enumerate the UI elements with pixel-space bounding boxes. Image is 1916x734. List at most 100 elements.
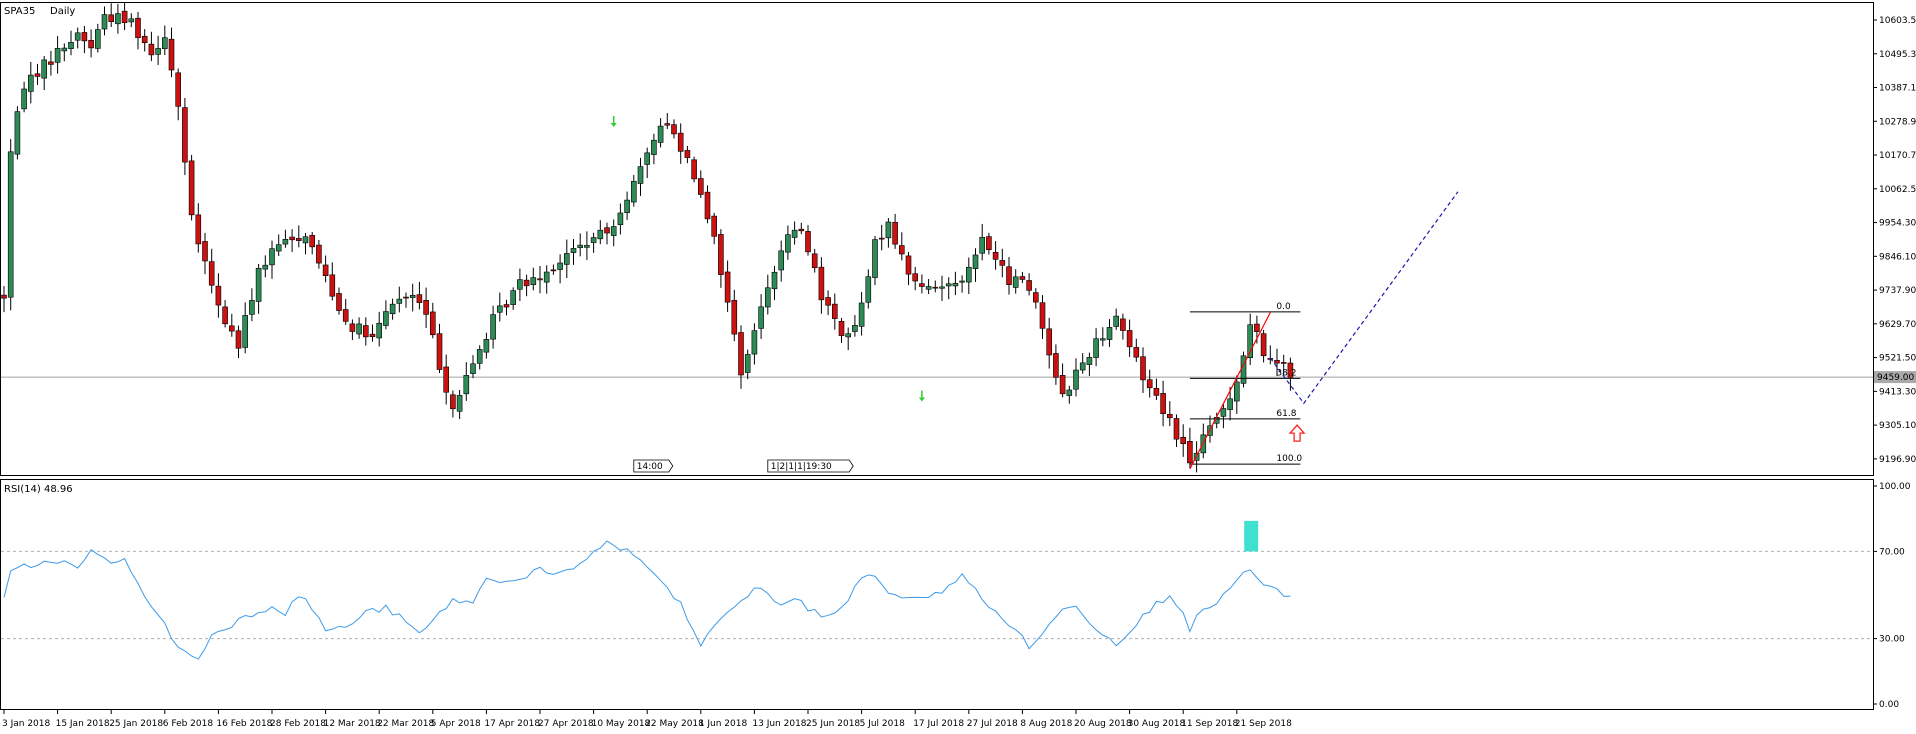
candle-body-27	[182, 107, 188, 163]
candle-body-128	[858, 302, 865, 327]
time-label-15: 25 Jun 2018	[806, 719, 860, 729]
candle-body-186	[1247, 324, 1253, 359]
candle-body-108	[724, 271, 731, 303]
candle-body-54	[362, 325, 369, 338]
candle-body-23	[155, 48, 161, 55]
candle-body-48	[322, 264, 329, 277]
candle-body-164	[1100, 338, 1106, 341]
candle-body-83	[557, 262, 563, 270]
candle-body-84	[563, 253, 570, 265]
candle-body-79	[530, 277, 537, 286]
candle-body-127	[852, 325, 858, 332]
candle-body-101	[677, 132, 684, 152]
candle-body-92	[617, 212, 624, 226]
price-pane[interactable]	[0, 2, 1874, 476]
candle-body-85	[570, 248, 577, 253]
candle-body-62	[416, 294, 423, 303]
current-price-box	[1874, 371, 1916, 384]
rsi-axis: 100.00 70.00 30.00 0.00	[1, 482, 1911, 710]
candle-body-28	[188, 160, 195, 216]
candle-body-44	[295, 238, 302, 241]
rsi-tick-label-2: 30.00	[1879, 635, 1905, 645]
candle-body-113	[758, 306, 764, 329]
time-label-6: 12 Mar 2018	[324, 719, 381, 729]
candle-body-75	[503, 304, 510, 308]
candle-body-111	[744, 354, 751, 373]
candle-body-112	[751, 330, 758, 355]
candle-body-24	[162, 37, 168, 50]
time-marker-1: 1|2|1|1|19:30	[771, 462, 832, 472]
candle-body-95	[637, 166, 644, 184]
candle-body-12	[81, 32, 88, 42]
rsi-tick-label-3: 0.00	[1879, 700, 1899, 710]
candle-body-65	[436, 333, 443, 370]
candle-body-182	[1220, 408, 1227, 417]
candle-body-16	[108, 14, 114, 22]
candle-body-45	[302, 236, 309, 244]
candle-body-156	[1046, 328, 1052, 356]
candle-body-139	[932, 286, 939, 289]
candle-body-22	[148, 43, 155, 56]
candle-body-107	[718, 234, 724, 275]
candle-body-77	[517, 279, 523, 290]
candle-body-21	[141, 35, 148, 44]
candle-body-66	[443, 366, 450, 393]
time-label-3: 6 Feb 2018	[163, 719, 214, 729]
candle-body-132	[885, 221, 892, 239]
candle-body-105	[704, 191, 711, 220]
signal-arrow-up	[1288, 424, 1306, 442]
candle-body-171	[1146, 379, 1153, 389]
candle-body-86	[577, 244, 584, 248]
candle-body-168	[1126, 330, 1133, 348]
candle-body-153	[1026, 280, 1032, 291]
fib-label-0: 0.0	[1276, 302, 1291, 312]
candle-body-57	[383, 311, 389, 326]
candle-body-150	[1006, 266, 1012, 285]
candle-body-3	[21, 88, 27, 110]
candle-body-8	[54, 48, 61, 63]
candle-body-47	[316, 244, 322, 264]
candle-body-18	[121, 10, 128, 23]
candle-body-110	[738, 332, 744, 376]
time-label-5: 28 Feb 2018	[270, 719, 326, 729]
price-tick-label-4: 10170.70	[1879, 151, 1916, 161]
rsi-pane[interactable]	[0, 479, 1874, 710]
rsi-marker-box	[1244, 520, 1259, 552]
candle-body-10	[68, 42, 74, 50]
time-label-21: 30 Aug 2018	[1128, 719, 1186, 729]
candle-body-20	[135, 17, 141, 39]
candle-body-0	[1, 294, 7, 299]
candle-body-96	[644, 152, 651, 165]
candle-body-175	[1173, 418, 1180, 440]
candle-body-11	[74, 32, 81, 41]
candle-body-90	[604, 227, 610, 234]
candle-body-5	[34, 73, 41, 77]
candle-body-159	[1066, 389, 1073, 396]
price-tick-label-11: 9413.30	[1879, 387, 1916, 397]
candle-body-80	[537, 278, 543, 281]
time-label-1: 15 Jan 2018	[56, 719, 110, 729]
candle-body-72	[483, 339, 490, 353]
candle-body-147	[986, 236, 992, 250]
candle-body-29	[195, 214, 202, 245]
candle-body-170	[1140, 356, 1146, 381]
candle-body-68	[456, 395, 463, 412]
time-label-14: 13 Jun 2018	[752, 719, 806, 729]
candle-body-87	[584, 245, 590, 248]
time-axis: 3 Jan 2018 15 Jan 2018 25 Jan 2018 6 Feb 20…	[2, 710, 1292, 729]
candle-body-32	[215, 285, 222, 306]
candle-body-109	[731, 299, 738, 335]
price-tick-label-2: 10387.10	[1879, 84, 1916, 94]
fib-label-2: 61.8	[1276, 409, 1296, 419]
pattern-arrow-head-1	[918, 397, 925, 402]
candle-body-106	[711, 215, 718, 237]
candle-body-115	[771, 271, 778, 290]
candle-body-52	[349, 323, 356, 332]
price-tick-label-0: 10603.50	[1879, 16, 1916, 26]
candle-body-126	[845, 333, 852, 338]
timeframe-label: Daily	[50, 6, 75, 17]
time-label-20: 20 Aug 2018	[1074, 719, 1132, 729]
price-tick-label-6: 9954.30	[1879, 219, 1916, 229]
candle-body-155	[1039, 302, 1046, 329]
